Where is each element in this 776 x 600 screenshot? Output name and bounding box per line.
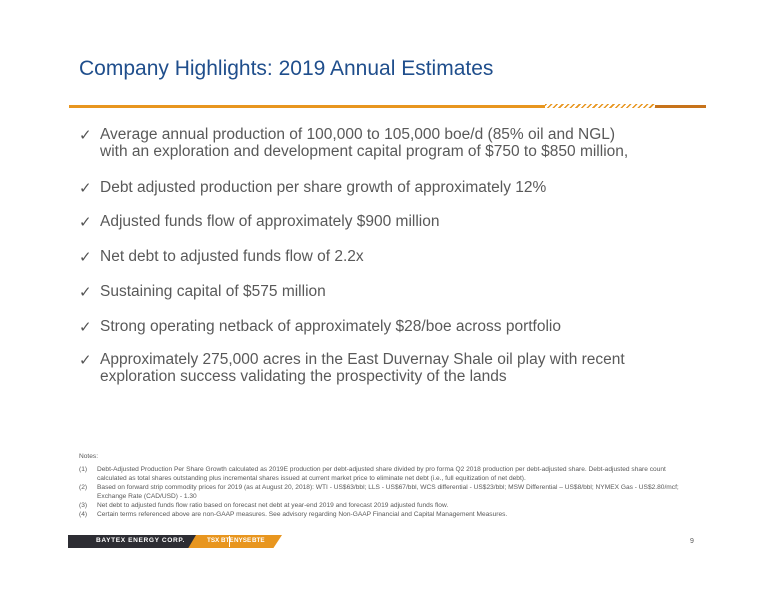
tsx-ticker-symbol: BTE bbox=[221, 537, 234, 544]
footnote-line: Based on forward strip commodity prices … bbox=[97, 484, 679, 492]
footer-logo-bar bbox=[68, 535, 196, 548]
checkmark-icon: ✓ bbox=[79, 248, 92, 266]
bullet-text: Average annual production of 100,000 to … bbox=[100, 126, 720, 160]
bullet-text: Sustaining capital of $575 million bbox=[100, 283, 720, 300]
bullet-line: Sustaining capital of $575 million bbox=[100, 283, 326, 300]
footnote: (1) Debt-Adjusted Production Per Share G… bbox=[79, 466, 709, 483]
footnote-number: (3) bbox=[79, 502, 88, 510]
footnote: (3) Net debt to adjusted funds flow rati… bbox=[79, 502, 709, 510]
company-logo-text: BAYTEX ENERGY CORP. bbox=[96, 537, 185, 544]
bullet-text: Net debt to adjusted funds flow of 2.2x bbox=[100, 248, 720, 265]
checkmark-icon: ✓ bbox=[79, 351, 92, 369]
nyse-ticker-symbol: BTE bbox=[252, 537, 265, 544]
footnote: (4) Certain terms referenced above are n… bbox=[79, 511, 709, 519]
nyse-ticker-prefix: NYSE bbox=[234, 537, 252, 544]
slide-title: Company Highlights: 2019 Annual Estimate… bbox=[79, 57, 494, 80]
ticker-divider bbox=[229, 536, 230, 547]
bullet-line: exploration success validating the prosp… bbox=[100, 368, 507, 385]
footnotes: Notes: (1) Debt-Adjusted Production Per … bbox=[79, 453, 709, 521]
bullet-line: Approximately 275,000 acres in the East … bbox=[100, 351, 625, 368]
checkmark-icon: ✓ bbox=[79, 126, 92, 144]
bullet-line: Debt adjusted production per share growt… bbox=[100, 179, 547, 196]
footnote-number: (2) bbox=[79, 484, 88, 492]
title-underline-end bbox=[655, 105, 706, 108]
bullet-text: Debt adjusted production per share growt… bbox=[100, 179, 720, 196]
footnote: (2) Based on forward strip commodity pri… bbox=[79, 484, 709, 501]
footnote-line: Net debt to adjusted funds flow ratio ba… bbox=[97, 502, 449, 510]
bullet-line: Adjusted funds flow of approximately $90… bbox=[100, 213, 440, 230]
footnote-line: Certain terms referenced above are non-G… bbox=[97, 511, 508, 519]
footnote-number: (1) bbox=[79, 466, 88, 474]
bullet-line: Net debt to adjusted funds flow of 2.2x bbox=[100, 248, 364, 265]
footnote-line: Debt-Adjusted Production Per Share Growt… bbox=[97, 466, 666, 474]
checkmark-icon: ✓ bbox=[79, 179, 92, 197]
bullet-text: Approximately 275,000 acres in the East … bbox=[100, 351, 720, 385]
checkmark-icon: ✓ bbox=[79, 318, 92, 336]
footnote-line: Exchange Rate (CAD/USD) - 1.30 bbox=[97, 492, 197, 500]
checkmark-icon: ✓ bbox=[79, 213, 92, 231]
checkmark-icon: ✓ bbox=[79, 283, 92, 301]
tsx-ticker-prefix: TSX bbox=[207, 537, 220, 544]
notes-heading: Notes: bbox=[79, 453, 99, 460]
title-underline bbox=[69, 105, 545, 108]
footnote-number: (4) bbox=[79, 511, 88, 519]
title-underline-hatch bbox=[545, 104, 655, 108]
bullet-text: Adjusted funds flow of approximately $90… bbox=[100, 213, 720, 230]
bullet-line: with an exploration and development capi… bbox=[100, 143, 629, 160]
bullet-line: Strong operating netback of approximatel… bbox=[100, 318, 561, 335]
page-number: 9 bbox=[690, 538, 694, 545]
footnote-line: calculated as total shares outstanding p… bbox=[97, 474, 526, 482]
bullet-line: Average annual production of 100,000 to … bbox=[100, 126, 616, 143]
bullet-text: Strong operating netback of approximatel… bbox=[100, 318, 720, 335]
